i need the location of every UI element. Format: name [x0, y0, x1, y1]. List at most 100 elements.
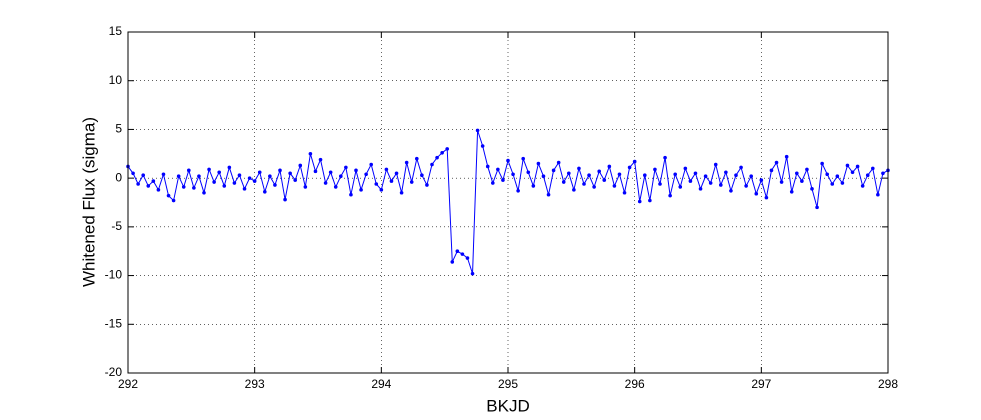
data-point: [227, 165, 232, 170]
data-point: [232, 181, 237, 185]
data-point: [146, 184, 151, 188]
data-point: [643, 173, 647, 178]
x-axis-label: BKJD: [486, 396, 529, 415]
data-point: [359, 188, 363, 192]
data-point: [592, 185, 596, 189]
x-tick-label: 292: [118, 377, 138, 391]
data-point: [273, 183, 277, 187]
y-tick-label: -5: [111, 219, 122, 233]
data-point: [485, 164, 490, 169]
data-point: [268, 174, 272, 178]
plot: [126, 128, 890, 276]
data-point: [541, 174, 546, 178]
data-point: [602, 178, 607, 182]
data-point: [465, 256, 470, 260]
x-tick-label: 294: [371, 377, 391, 391]
data-point: [637, 199, 642, 204]
data-point: [399, 190, 404, 195]
data-point: [876, 192, 880, 197]
data-point: [192, 186, 196, 190]
data-point: [526, 170, 531, 175]
data-point: [572, 188, 576, 192]
data-point: [425, 183, 429, 187]
data-point: [415, 156, 419, 161]
data-point: [328, 170, 333, 175]
data-point: [724, 170, 728, 175]
data-point: [187, 168, 191, 173]
data-point: [871, 166, 875, 171]
data-point: [688, 179, 693, 183]
data-point: [430, 162, 434, 167]
data-point: [247, 176, 252, 180]
data-point: [729, 189, 733, 193]
data-point: [460, 252, 465, 256]
data-point: [511, 172, 515, 177]
data-point: [171, 198, 176, 203]
data-point: [374, 182, 379, 186]
data-point: [820, 161, 824, 166]
data-point: [293, 178, 298, 182]
data-point: [303, 185, 308, 189]
data-point: [252, 179, 257, 183]
x-tick-label: 295: [498, 377, 518, 391]
data-point: [450, 260, 455, 264]
data-point: [577, 166, 581, 171]
data-point: [217, 170, 221, 175]
y-tick-label: 5: [115, 122, 122, 136]
data-point: [313, 169, 318, 174]
data-point: [384, 167, 389, 172]
data-point: [673, 172, 677, 177]
data-point: [369, 162, 374, 167]
data-point: [708, 181, 713, 185]
data-point: [546, 192, 551, 197]
y-tick-label: 10: [109, 73, 123, 87]
data-point: [536, 161, 541, 166]
data-point: [830, 182, 835, 186]
data-point: [409, 180, 414, 184]
data-point: [166, 193, 171, 198]
data-point: [698, 187, 703, 191]
data-point: [607, 164, 612, 169]
data-point: [242, 187, 247, 191]
data-point: [597, 169, 601, 174]
data-point: [561, 180, 566, 184]
data-point: [881, 171, 885, 176]
data-point: [739, 165, 743, 170]
data-point: [420, 173, 424, 178]
data-point: [176, 174, 181, 178]
data-point: [764, 195, 769, 200]
data-point: [845, 163, 850, 168]
x-tick-label: 298: [878, 377, 898, 391]
data-point: [855, 164, 860, 169]
data-point: [480, 144, 485, 148]
data-point: [440, 151, 444, 155]
y-tick-label: -20: [105, 365, 123, 379]
data-point: [202, 190, 206, 195]
data-point: [151, 179, 156, 183]
data-point: [865, 173, 870, 178]
data-point: [141, 173, 145, 178]
data-point: [521, 156, 525, 161]
data-point: [810, 187, 814, 191]
data-point: [263, 189, 267, 194]
y-tick-label: -10: [105, 268, 123, 282]
data-point: [308, 151, 313, 156]
data-point: [713, 162, 718, 167]
data-point: [703, 174, 708, 178]
data-point: [491, 181, 495, 185]
data-point: [161, 172, 166, 177]
data-point: [506, 158, 510, 163]
data-point: [212, 180, 216, 184]
data-point: [627, 165, 632, 170]
data-point: [435, 155, 439, 160]
data-point: [815, 205, 819, 210]
data-point: [754, 191, 759, 196]
y-tick-label: 15: [109, 24, 123, 38]
data-point: [404, 160, 409, 165]
data-point: [850, 170, 855, 175]
data-point: [653, 167, 657, 172]
data-point: [658, 182, 662, 186]
data-point: [632, 159, 637, 164]
data-point: [288, 171, 292, 176]
